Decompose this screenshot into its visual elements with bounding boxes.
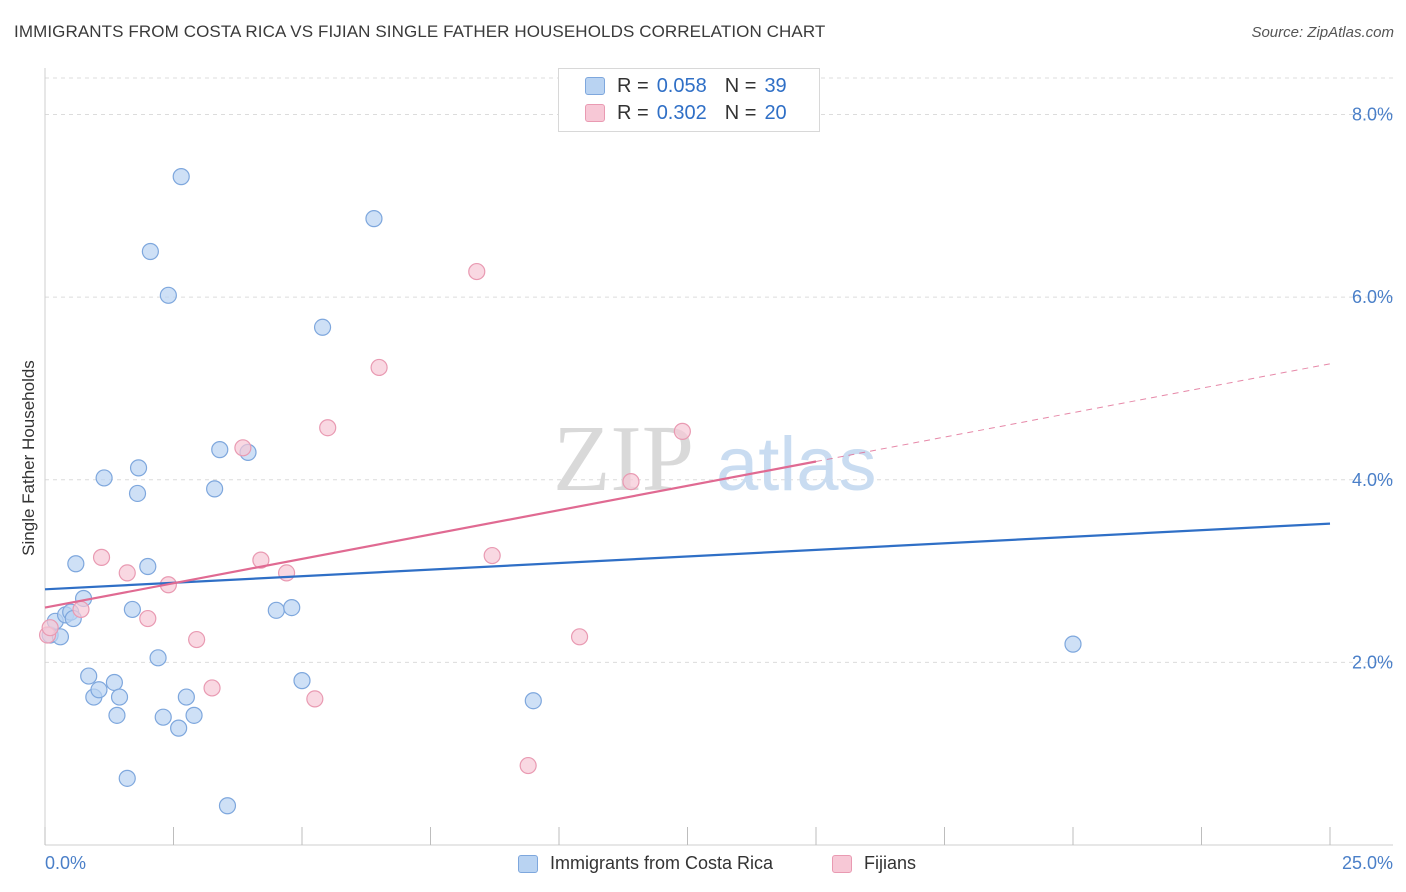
series-legend: Immigrants from Costa Rica Fijians	[0, 851, 1406, 879]
costa-rica-point	[172, 168, 190, 186]
n-label: N =	[724, 74, 757, 97]
costa-rica-point	[159, 286, 177, 304]
costa-rica-point	[293, 672, 311, 690]
fijian-point	[306, 690, 324, 708]
costa-rica-point	[110, 688, 129, 706]
r-label: R =	[617, 74, 649, 97]
costa-rica-point	[1064, 635, 1082, 653]
costa-rica-point	[185, 706, 203, 724]
costa-rica-point	[95, 469, 113, 487]
costa-rica-point	[123, 600, 141, 619]
trend-lines	[44, 363, 1331, 609]
y-tick-label: 8.0%	[1352, 105, 1393, 125]
legend-swatch-pink	[585, 104, 605, 122]
costa-rica-point	[141, 242, 159, 261]
costa-rica-point	[524, 692, 542, 710]
costa-rica-point	[177, 688, 195, 706]
chart-title: IMMIGRANTS FROM COSTA RICA VS FIJIAN SIN…	[14, 22, 826, 41]
fijian-point	[188, 630, 206, 649]
y-tick-label: 2.0%	[1352, 652, 1393, 672]
fijian-point	[203, 679, 221, 697]
costa-rica-point	[105, 673, 123, 692]
stats-row-blue: R = 0.058 N = 39	[585, 74, 787, 98]
legend-label: Fijians	[864, 853, 917, 873]
y-tick-label: 6.0%	[1352, 287, 1393, 307]
watermark-zip: ZIP	[553, 407, 694, 511]
legend-item-costa-rica: Immigrants from Costa Rica	[518, 853, 773, 874]
fijian-point	[622, 472, 640, 491]
fijian-trend-line	[44, 460, 817, 609]
stats-legend: R = 0.058 N = 39 R = 0.302 N = 20	[558, 68, 820, 132]
costa-rica-point	[206, 480, 224, 498]
fijian-point	[41, 619, 59, 637]
fijian-point	[139, 609, 157, 628]
axes: 2.0% 4.0% 6.0% 8.0% 0.0% 25.0%	[44, 68, 1393, 873]
costa-rica-point	[118, 769, 136, 787]
n-label: N =	[724, 101, 757, 124]
costa-rica-point	[170, 719, 188, 737]
costa-rica-point	[67, 555, 85, 573]
legend-label: Immigrants from Costa Rica	[550, 853, 774, 873]
costa-rica-point	[218, 797, 237, 815]
fijian-trend-extension	[815, 363, 1331, 462]
costa-rica-point	[108, 706, 126, 724]
x-tick-label: 25.0%	[1342, 853, 1393, 873]
fijian-point	[118, 564, 136, 582]
fijian-point	[319, 419, 337, 437]
fijian-point	[277, 564, 296, 582]
costa-rica-point	[139, 557, 157, 576]
x-tick-label: 0.0%	[45, 853, 86, 873]
costa-rica-point	[267, 601, 285, 619]
costa-rica-point	[128, 484, 147, 503]
stats-row-pink: R = 0.302 N = 20	[585, 101, 787, 125]
fijian-point	[234, 439, 252, 457]
y-axis-label: Single Father Households	[19, 360, 38, 556]
costa-rica-point	[211, 441, 229, 459]
legend-swatch-blue	[585, 77, 605, 95]
grid-lines	[45, 77, 1393, 663]
fijian-point	[519, 756, 537, 775]
fijian-point	[673, 422, 691, 440]
fijian-point	[92, 548, 111, 566]
costa-rica-point	[283, 598, 301, 617]
legend-swatch-blue	[518, 854, 538, 873]
fijian-point	[468, 262, 486, 281]
costa-rica-point	[313, 318, 332, 336]
legend-item-fijians: Fijians	[832, 853, 916, 874]
n-value: 20	[764, 101, 787, 124]
costa-rica-point	[149, 649, 167, 667]
legend-swatch-pink	[832, 854, 852, 873]
fijian-point	[570, 628, 589, 646]
costa-rica-point	[154, 708, 172, 726]
fijian-point	[370, 358, 388, 377]
fijian-point	[252, 551, 270, 569]
r-value: 0.058	[656, 74, 707, 97]
r-value: 0.302	[656, 101, 707, 124]
data-points	[38, 168, 1082, 815]
n-value: 39	[764, 74, 787, 97]
costa-rica-point	[80, 667, 98, 685]
fijian-point	[483, 546, 501, 565]
source-label: Source: ZipAtlas.com	[1251, 24, 1394, 41]
costa-rica-point	[129, 459, 148, 477]
costa-rica-point	[90, 681, 108, 699]
y-tick-label: 4.0%	[1352, 470, 1393, 490]
costa-rica-point	[365, 210, 383, 228]
fijian-point	[72, 600, 90, 619]
costa-rica-trend-line	[44, 522, 1331, 591]
r-label: R =	[617, 101, 649, 124]
